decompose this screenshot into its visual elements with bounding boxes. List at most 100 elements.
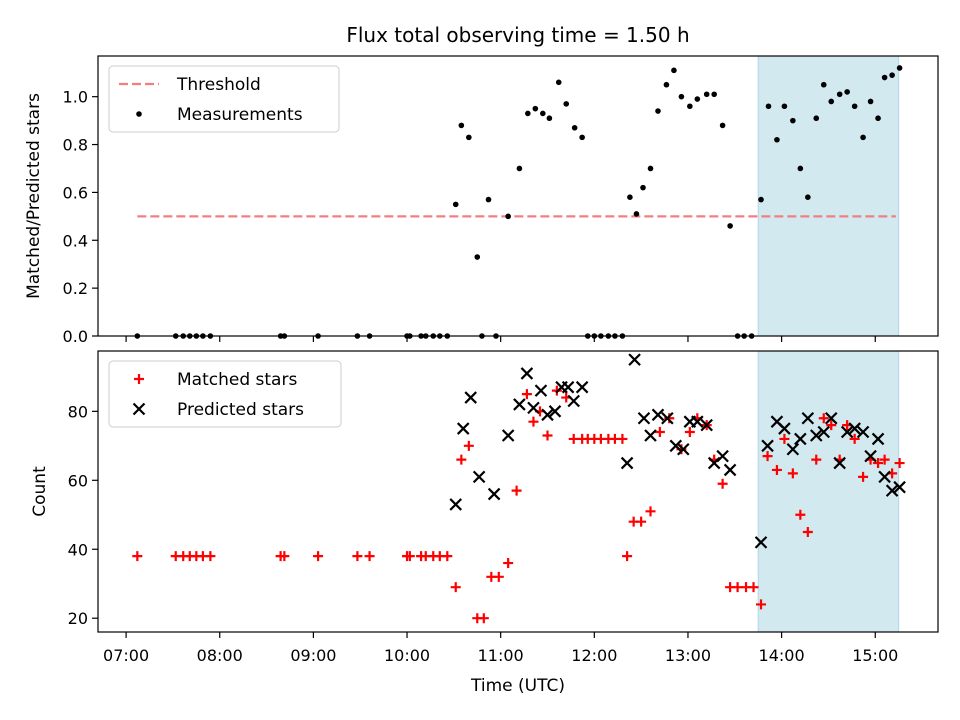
y-tick-label: 1.0 xyxy=(63,88,88,107)
y-tick-label: 40 xyxy=(68,540,88,559)
measurement-point xyxy=(640,184,646,191)
measurement-point xyxy=(633,211,640,217)
measurement-point xyxy=(466,134,472,141)
matched-star-point xyxy=(645,506,656,517)
predicted-star-point xyxy=(472,470,486,484)
measurement-point xyxy=(867,98,874,105)
matched-star-point xyxy=(873,458,884,469)
matched-star-point xyxy=(756,599,767,610)
y-tick-label: 0.4 xyxy=(63,231,88,250)
predicted-star-point xyxy=(669,439,683,453)
legend-box xyxy=(108,65,340,133)
x-tick-label: 13:00 xyxy=(665,646,711,665)
measurement-point xyxy=(687,103,693,110)
predicted-star-point xyxy=(456,422,470,435)
predicted-star-point xyxy=(620,456,634,470)
legend-label: Measurements xyxy=(177,105,303,125)
measurement-point xyxy=(546,115,553,122)
axes-frame xyxy=(97,55,939,337)
measurement-point xyxy=(505,213,511,220)
measurement-point xyxy=(851,103,858,110)
predicted-star-point xyxy=(575,380,589,394)
measurement-point xyxy=(647,165,654,172)
predicted-star-point xyxy=(628,353,641,366)
matched-star-point xyxy=(528,416,539,427)
x-tick-label: 12:00 xyxy=(571,646,617,665)
predicted-star-point xyxy=(527,401,540,415)
matched-star-point xyxy=(279,551,290,562)
measurement-point xyxy=(663,81,670,88)
axes-frame xyxy=(97,350,939,633)
measurement-point xyxy=(774,136,780,143)
legend-predicted-swatch xyxy=(132,402,146,416)
predicted-star-point xyxy=(778,422,791,435)
predicted-star-point xyxy=(893,480,906,494)
measurement-point xyxy=(805,194,811,200)
matched-star-point xyxy=(511,485,522,496)
y-tick-label: 0.0 xyxy=(63,327,88,346)
legend-label: Threshold xyxy=(176,75,261,95)
predicted-star-point xyxy=(786,442,800,456)
y-tick-label: 20 xyxy=(68,609,88,628)
x-tick-label: 09:00 xyxy=(290,646,336,665)
measurement-point xyxy=(516,165,523,172)
matched-star-point xyxy=(463,440,474,451)
matched-star-point xyxy=(617,433,628,444)
predicted-star-point xyxy=(567,394,580,408)
predicted-star-point xyxy=(754,536,768,549)
matched-star-point xyxy=(636,516,647,527)
y-axis-label: Count xyxy=(30,466,50,517)
measurement-point xyxy=(571,124,578,131)
matched-star-point xyxy=(664,413,675,424)
predicted-star-point xyxy=(794,432,807,446)
measurement-point xyxy=(896,65,903,71)
predicted-star-point xyxy=(637,411,651,425)
measurement-point xyxy=(820,81,827,88)
predicted-star-point xyxy=(885,484,899,497)
matched-star-point xyxy=(732,582,743,593)
measurement-point xyxy=(671,67,677,74)
matched-star-point xyxy=(442,551,453,562)
legend-label: Predicted stars xyxy=(177,400,304,420)
predicted-star-point xyxy=(520,367,534,380)
predicted-star-point xyxy=(801,411,815,425)
y-tick-label: 0.2 xyxy=(63,279,88,298)
matched-star-point xyxy=(478,613,489,624)
measurement-point xyxy=(627,194,633,200)
predicted-star-point xyxy=(700,418,713,432)
y-tick-label: 0.6 xyxy=(63,183,88,202)
measurement-point xyxy=(458,122,465,129)
matched-star-point xyxy=(787,468,798,479)
measurement-point xyxy=(813,115,820,122)
matched-star-point xyxy=(771,464,782,475)
measurement-point xyxy=(781,103,788,110)
matched-star-point xyxy=(352,551,363,562)
matched-star-point xyxy=(450,582,461,593)
predicted-star-point xyxy=(716,449,729,463)
matched-star-point xyxy=(748,582,759,593)
legend: Matched stars Predicted stars xyxy=(108,360,342,428)
predicted-star-point xyxy=(878,470,891,484)
measurement-point xyxy=(485,196,492,203)
predicted-star-point xyxy=(548,405,562,418)
matched-star-point xyxy=(503,558,514,569)
predicted-star-point xyxy=(840,425,854,439)
measurement-point xyxy=(678,93,685,100)
measurement-point xyxy=(474,254,481,260)
matched-star-point xyxy=(795,509,806,520)
measurement-point xyxy=(579,134,585,141)
matched-star-point xyxy=(811,454,822,465)
matched-star-point xyxy=(132,551,143,562)
measurement-point xyxy=(844,89,850,95)
predicted-star-point xyxy=(464,391,477,404)
measurement-point xyxy=(765,103,772,110)
predicted-star-point xyxy=(848,422,861,435)
matched-star-point xyxy=(493,571,504,582)
measurement-point xyxy=(655,108,661,114)
x-tick-label: 14:00 xyxy=(759,646,805,665)
x-tick-label: 11:00 xyxy=(478,646,524,665)
matched-star-point xyxy=(313,551,324,562)
matched-star-point xyxy=(542,430,553,441)
y-tick-label: 0.8 xyxy=(63,136,88,155)
matched-star-point xyxy=(456,454,467,465)
